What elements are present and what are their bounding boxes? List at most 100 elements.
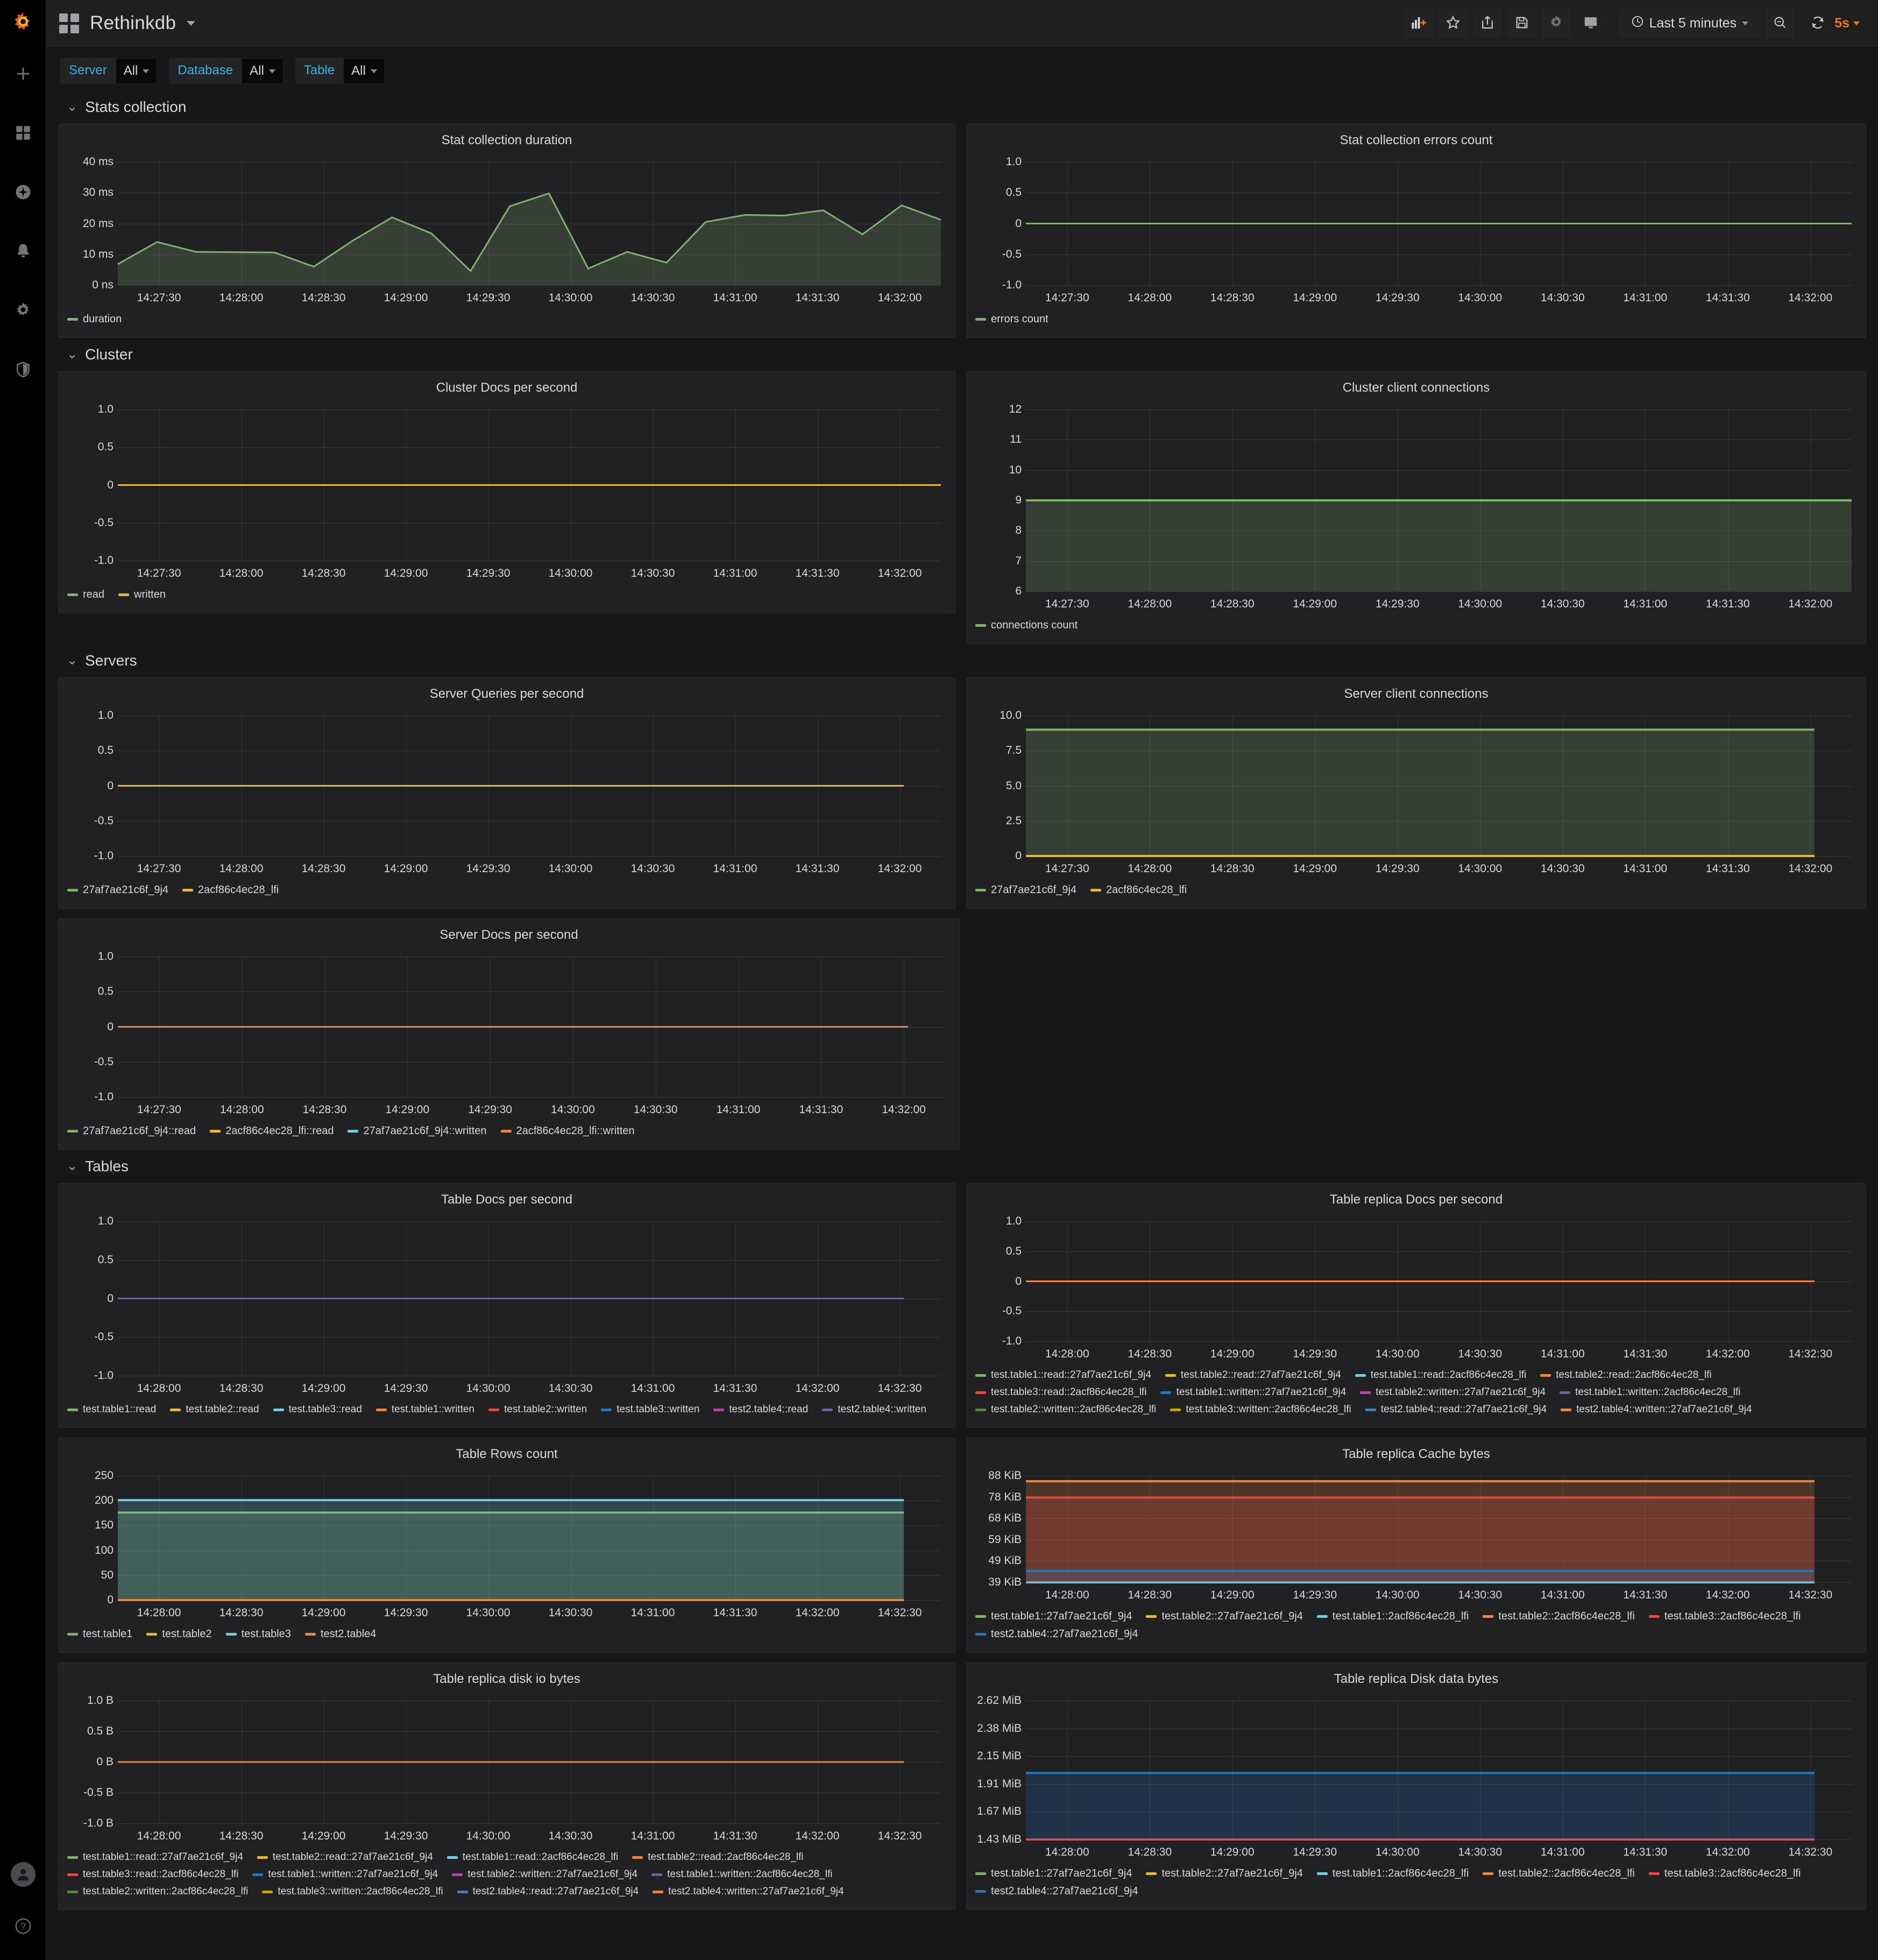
panel-server-client-connections[interactable]: Server client connections 0 2.5 5.0 7.5 10.0 1… <box>966 677 1866 909</box>
plot-area[interactable]: -1.0 -0.5 0 0.5 1.0 14:27:30 14:28:00 14:28:30 1… <box>59 395 955 583</box>
plot-area[interactable]: -1.0 -0.5 0 0.5 1.0 14:27:30 14:28:00 14:28:30 1… <box>59 702 955 879</box>
plot-area[interactable]: -1.0 -0.5 0 0.5 1.0 14:28:00 14:28:30 14:29:00 1… <box>59 1207 955 1398</box>
variable-server[interactable]: Server All <box>60 58 158 84</box>
variable-database[interactable]: Database All <box>169 58 284 84</box>
panel-table-rows-count[interactable]: Table Rows count 0 50 100 150 200 250 14:28:00 1… <box>58 1438 956 1653</box>
sidebar-item-create[interactable] <box>11 62 36 87</box>
legend-item[interactable]: test.table1::read::2acf86c4ec28_lfi <box>1355 1369 1526 1381</box>
refresh-button[interactable] <box>1803 9 1832 38</box>
legend-item[interactable]: test.table3::read::2acf86c4ec28_lfi <box>67 1869 238 1880</box>
legend-item[interactable]: test2.table4::written <box>822 1404 926 1416</box>
legend-item[interactable]: test2.table4::27af7ae21c6f_9j4 <box>975 1885 1138 1898</box>
legend-item[interactable]: test.table3 <box>225 1628 291 1640</box>
legend-item[interactable]: test.table3::written <box>601 1404 699 1416</box>
panel-table-replica-docs-per-second[interactable]: Table replica Docs per second -1.0 -0.5 0 0.… <box>966 1183 1866 1428</box>
sidebar-item-alerting[interactable] <box>11 240 36 265</box>
legend-item[interactable]: test.table2::2acf86c4ec28_lfi <box>1483 1610 1635 1623</box>
row-header-cluster[interactable]: ⌄ Cluster <box>58 338 1866 371</box>
legend-item[interactable]: test.table2::read::2acf86c4ec28_lfi <box>632 1851 804 1863</box>
legend-item[interactable]: test.table2::written <box>488 1404 587 1416</box>
panel-table-docs-per-second[interactable]: Table Docs per second -1.0 -0.5 0 0.5 1.0 14:2… <box>58 1183 956 1428</box>
legend-item[interactable]: 27af7ae21c6f_9j4::read <box>67 1125 196 1137</box>
legend-item[interactable]: test.table1::read::2acf86c4ec28_lfi <box>447 1851 618 1863</box>
legend-item[interactable]: test2.table4::written::27af7ae21c6f_9j4 <box>1561 1404 1752 1416</box>
save-button[interactable] <box>1507 9 1536 38</box>
plot-area[interactable]: -1.0 B -0.5 B 0 B 0.5 B 1.0 B 14:28:00 14:28:3… <box>59 1687 955 1846</box>
plot-area[interactable]: 1.43 MiB 1.67 MiB 1.91 MiB 2.15 MiB 2.38 MiB… <box>967 1687 1866 1862</box>
legend-item[interactable]: test.table3::read <box>273 1404 362 1416</box>
legend-item[interactable]: test2.table4::read <box>713 1404 808 1416</box>
time-range-picker[interactable]: Last 5 minutes <box>1619 9 1761 38</box>
legend-item[interactable]: test.table2::read <box>170 1404 259 1416</box>
zoom-out-button[interactable] <box>1766 9 1795 38</box>
legend-item[interactable]: read <box>67 589 104 601</box>
legend-item[interactable]: test.table1::written::27af7ae21c6f_9j4 <box>1160 1386 1346 1398</box>
legend-item[interactable]: test.table1::read <box>67 1404 156 1416</box>
legend-item[interactable]: test.table1::read::27af7ae21c6f_9j4 <box>975 1369 1151 1381</box>
legend-item[interactable]: test.table3::written::2acf86c4ec28_lfi <box>1170 1404 1351 1416</box>
variable-value[interactable]: All <box>343 58 385 84</box>
legend-item[interactable]: test2.table4::27af7ae21c6f_9j4 <box>975 1628 1138 1640</box>
legend-item[interactable]: test.table2::2acf86c4ec28_lfi <box>1483 1867 1635 1880</box>
dashboard-settings-button[interactable] <box>1541 9 1571 38</box>
panel-table-replica-disk-data-bytes[interactable]: Table replica Disk data bytes 1.43 MiB 1.6… <box>966 1662 1866 1910</box>
legend-item[interactable]: test.table1::27af7ae21c6f_9j4 <box>975 1867 1132 1880</box>
plot-area[interactable]: -1.0 -0.5 0 0.5 1.0 14:27:30 14:28:00 14:28:30 1… <box>59 943 959 1120</box>
panel-table-replica-disk-io-bytes[interactable]: Table replica disk io bytes -1.0 B -0.5 B 0… <box>58 1662 956 1910</box>
sidebar-item-dashboards[interactable] <box>11 122 36 146</box>
plot-area[interactable]: 6 7 8 9 10 11 12 14:27:30 14:28:00 14:28:30 14:29:… <box>967 395 1866 614</box>
legend-item[interactable]: 2acf86c4ec28_lfi <box>182 884 279 896</box>
legend-item[interactable]: test.table1::written <box>375 1404 474 1416</box>
plot-area[interactable]: 0 2.5 5.0 7.5 10.0 14:27:30 14:28:00 14:28:30 14… <box>967 702 1866 879</box>
avatar[interactable] <box>11 1862 36 1887</box>
legend-item[interactable]: test.table2::27af7ae21c6f_9j4 <box>1146 1610 1303 1623</box>
share-button[interactable] <box>1472 9 1502 38</box>
legend-item[interactable]: test.table1::written::2acf86c4ec28_lfi <box>1560 1386 1740 1398</box>
panel-stat-collection-errors-count[interactable]: Stat collection errors count -1.0 -0.5 0 0.5… <box>966 124 1866 338</box>
variable-value[interactable]: All <box>115 58 158 84</box>
legend-item[interactable]: duration <box>67 313 122 326</box>
plot-area[interactable]: -1.0 -0.5 0 0.5 1.0 14:27:30 14:28:00 14:28:30 1… <box>967 148 1866 308</box>
legend-item[interactable]: test.table1 <box>67 1628 132 1640</box>
legend-item[interactable]: 2acf86c4ec28_lfi <box>1090 884 1187 896</box>
variable-value[interactable]: All <box>242 58 284 84</box>
legend-item[interactable]: test.table2::written::2acf86c4ec28_lfi <box>975 1404 1156 1416</box>
legend-item[interactable]: test.table3::read::2acf86c4ec28_lfi <box>975 1386 1146 1398</box>
legend-item[interactable]: 27af7ae21c6f_9j4::written <box>348 1125 487 1137</box>
legend-item[interactable]: test.table2::27af7ae21c6f_9j4 <box>1146 1867 1303 1880</box>
panel-table-replica-cache-bytes[interactable]: Table replica Cache bytes 39 KiB 49 KiB 59 … <box>966 1438 1866 1653</box>
row-header-stats-collection[interactable]: ⌄ Stats collection <box>58 90 1866 124</box>
legend-item[interactable]: test.table1::written::27af7ae21c6f_9j4 <box>252 1869 438 1880</box>
legend-item[interactable]: test2.table4::read::27af7ae21c6f_9j4 <box>1365 1404 1547 1416</box>
legend-item[interactable]: test.table3::written::2acf86c4ec28_lfi <box>262 1886 443 1898</box>
legend-item[interactable]: test.table2::read::2acf86c4ec28_lfi <box>1540 1369 1712 1381</box>
panel-server-docs-per-second[interactable]: Server Docs per second -1.0 -0.5 0 0.5 1.0 14:… <box>58 918 960 1150</box>
kiosk-mode-button[interactable] <box>1576 9 1605 38</box>
add-panel-button[interactable] <box>1404 9 1433 38</box>
legend-item[interactable]: test.table2::written::2acf86c4ec28_lfi <box>67 1886 248 1898</box>
help-icon[interactable]: ? <box>11 1914 36 1938</box>
legend-item[interactable]: written <box>118 589 166 601</box>
legend-item[interactable]: 27af7ae21c6f_9j4 <box>975 884 1076 896</box>
legend-item[interactable]: 2acf86c4ec28_lfi::read <box>210 1125 334 1137</box>
chevron-down-icon[interactable] <box>187 20 196 26</box>
plot-area[interactable]: 39 KiB 49 KiB 59 KiB 68 KiB 78 KiB 88 KiB 14:2… <box>967 1462 1866 1605</box>
plot-area[interactable]: 0 50 100 150 200 250 14:28:00 14:28:30 14:29:00 1… <box>59 1462 955 1623</box>
sidebar-item-explore[interactable] <box>11 181 36 206</box>
plot-area[interactable]: 0 ns 10 ms 20 ms 30 ms 40 ms 14:27:30 14:28:00… <box>59 148 955 308</box>
legend-item[interactable]: test.table3::2acf86c4ec28_lfi <box>1648 1610 1801 1623</box>
legend-item[interactable]: test2.table4::written::27af7ae21c6f_9j4 <box>653 1886 844 1898</box>
dashboard-title-group[interactable]: Rethinkdb <box>59 12 196 34</box>
legend-item[interactable]: test2.table4 <box>304 1628 376 1640</box>
refresh-interval-picker[interactable]: 5s <box>1834 16 1860 31</box>
row-header-tables[interactable]: ⌄ Tables <box>58 1150 1866 1183</box>
row-header-servers[interactable]: ⌄ Servers <box>58 644 1866 677</box>
panel-stat-collection-duration[interactable]: Stat collection duration 0 ns 10 ms 20 ms 30… <box>58 124 956 338</box>
panel-cluster-docs-per-second[interactable]: Cluster Docs per second -1.0 -0.5 0 0.5 1.0 14… <box>58 371 956 613</box>
legend-item[interactable]: test2.table4::read::27af7ae21c6f_9j4 <box>457 1886 639 1898</box>
star-button[interactable] <box>1438 9 1468 38</box>
sidebar-item-server-admin[interactable] <box>11 358 36 383</box>
sidebar-item-configuration[interactable] <box>11 299 36 324</box>
panel-cluster-client-connections[interactable]: Cluster client connections 6 7 8 9 10 11 12 14:2… <box>966 371 1866 644</box>
grafana-logo-icon[interactable] <box>8 8 39 39</box>
